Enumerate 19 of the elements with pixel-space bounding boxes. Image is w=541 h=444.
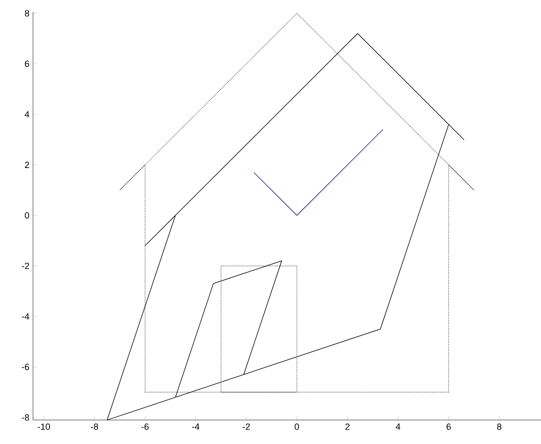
x-tick-label: 6 bbox=[446, 424, 451, 430]
x-tick-label: -6 bbox=[141, 424, 149, 430]
y-tick-label: 8 bbox=[24, 10, 30, 16]
y-tick-label: -6 bbox=[22, 364, 30, 370]
y-tick-label: 6 bbox=[24, 60, 30, 67]
y-tick-label: 4 bbox=[24, 111, 30, 118]
x-tick-label: -10 bbox=[38, 424, 50, 430]
x-tick-label: 0 bbox=[294, 424, 300, 430]
y-tick-label: 0 bbox=[24, 212, 30, 219]
y-tick-label: -8 bbox=[22, 414, 30, 421]
x-tick-label: -2 bbox=[242, 424, 250, 430]
x-tick-label: 8 bbox=[497, 424, 502, 430]
y-tick-label: 2 bbox=[24, 162, 30, 168]
y-tick-label: -4 bbox=[22, 313, 30, 320]
x-tick-label: -8 bbox=[90, 424, 98, 430]
x-tick-label: -4 bbox=[192, 424, 200, 430]
x-tick-label: 2 bbox=[345, 424, 350, 430]
y-tick-label: -2 bbox=[22, 262, 30, 270]
x-tick-label: 4 bbox=[396, 424, 400, 430]
